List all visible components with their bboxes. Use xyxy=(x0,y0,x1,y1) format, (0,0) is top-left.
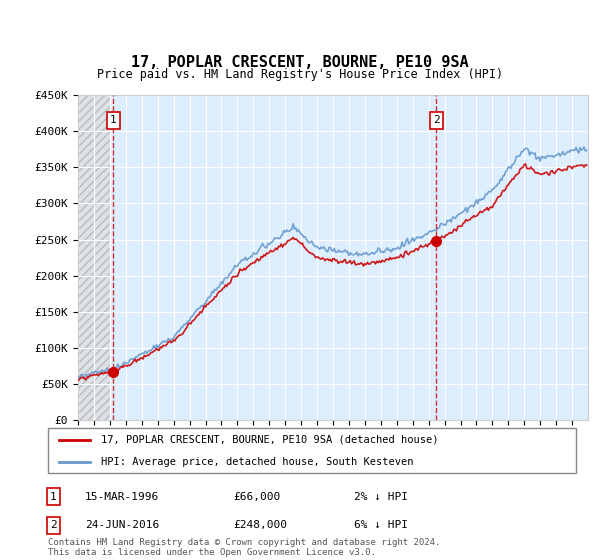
Text: 6% ↓ HPI: 6% ↓ HPI xyxy=(354,520,408,530)
Text: Price paid vs. HM Land Registry's House Price Index (HPI): Price paid vs. HM Land Registry's House … xyxy=(97,68,503,81)
Text: 17, POPLAR CRESCENT, BOURNE, PE10 9SA (detached house): 17, POPLAR CRESCENT, BOURNE, PE10 9SA (d… xyxy=(101,435,438,445)
Text: HPI: Average price, detached house, South Kesteven: HPI: Average price, detached house, Sout… xyxy=(101,457,413,467)
Text: £66,000: £66,000 xyxy=(233,492,280,502)
Text: 1: 1 xyxy=(50,492,56,502)
Text: 2% ↓ HPI: 2% ↓ HPI xyxy=(354,492,408,502)
Text: 17, POPLAR CRESCENT, BOURNE, PE10 9SA: 17, POPLAR CRESCENT, BOURNE, PE10 9SA xyxy=(131,55,469,70)
Text: £248,000: £248,000 xyxy=(233,520,287,530)
Text: 2: 2 xyxy=(50,520,56,530)
Text: Contains HM Land Registry data © Crown copyright and database right 2024.
This d: Contains HM Land Registry data © Crown c… xyxy=(48,538,440,557)
Text: 24-JUN-2016: 24-JUN-2016 xyxy=(85,520,159,530)
Bar xyxy=(78,95,110,420)
Text: 15-MAR-1996: 15-MAR-1996 xyxy=(85,492,159,502)
Text: 2: 2 xyxy=(433,115,440,125)
Text: 1: 1 xyxy=(110,115,116,125)
FancyBboxPatch shape xyxy=(48,428,576,473)
